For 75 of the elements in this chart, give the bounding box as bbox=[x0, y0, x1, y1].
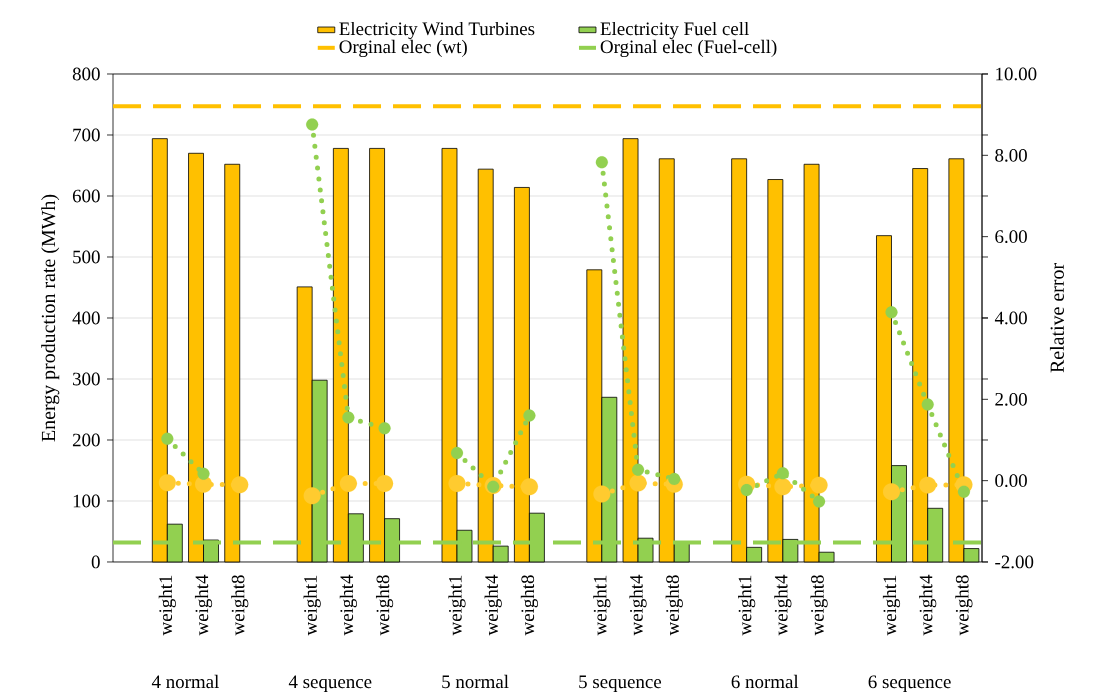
y2-axis-title: Relative error bbox=[1049, 263, 1064, 373]
x-tick-label: weight4 bbox=[629, 574, 647, 636]
point bbox=[231, 476, 249, 494]
x-tick-label: weight4 bbox=[774, 574, 792, 636]
x-tick-label: weight4 bbox=[339, 574, 357, 636]
y-tick-label: 300 bbox=[73, 372, 100, 386]
x-tick-label: weight8 bbox=[520, 575, 539, 636]
point bbox=[376, 474, 394, 493]
y2-tick-label: 10.00 bbox=[996, 67, 1037, 81]
y2-tick-label: 0.00 bbox=[995, 474, 1027, 488]
x-tick-label: weight1 bbox=[448, 575, 466, 636]
y2-tick-label: 6.00 bbox=[995, 230, 1027, 244]
legend-label: Electricity Fuel cell bbox=[600, 21, 749, 40]
point bbox=[158, 474, 176, 492]
legend-label: Orginal elec (wt) bbox=[339, 39, 467, 58]
point bbox=[776, 467, 789, 480]
text: 5 sequence bbox=[579, 675, 662, 693]
text: 4 sequence bbox=[288, 675, 372, 693]
point bbox=[523, 409, 536, 422]
y-tick-label: 800 bbox=[72, 67, 100, 81]
text: 4 normal bbox=[151, 674, 219, 689]
point bbox=[450, 446, 464, 460]
legend-label: Orginal elec (Fuel-cell) bbox=[600, 39, 777, 58]
legend-label: Electricity Wind Turbines bbox=[339, 21, 535, 40]
point bbox=[197, 467, 210, 480]
x-tick-label: weight1 bbox=[158, 575, 176, 636]
point bbox=[631, 463, 645, 476]
point bbox=[378, 422, 391, 435]
text: 6 normal bbox=[731, 674, 799, 689]
y-tick-label: 500 bbox=[73, 250, 100, 264]
x-tick-label: weight8 bbox=[955, 575, 973, 636]
point bbox=[882, 483, 901, 501]
point bbox=[885, 306, 898, 319]
point bbox=[629, 474, 647, 492]
x-tick-label: weight8 bbox=[375, 575, 394, 636]
point bbox=[339, 474, 357, 493]
point bbox=[668, 472, 681, 486]
point bbox=[813, 495, 826, 508]
x-tick-label: weight4 bbox=[484, 574, 502, 636]
point bbox=[161, 432, 174, 445]
y-tick-label: 600 bbox=[72, 189, 100, 203]
point bbox=[774, 478, 792, 496]
x-tick-label: weight1 bbox=[303, 575, 321, 636]
point bbox=[448, 474, 466, 493]
point bbox=[595, 156, 608, 169]
y-axis-title: Energy production rate (MWh) bbox=[41, 194, 60, 442]
x-tick-label: weight4 bbox=[194, 574, 213, 636]
x-tick-label: weight1 bbox=[738, 575, 756, 636]
point bbox=[342, 411, 355, 424]
text: 5 normal bbox=[442, 674, 509, 689]
point bbox=[306, 118, 319, 131]
text: 6 sequence bbox=[868, 675, 951, 693]
y-tick-label: 200 bbox=[72, 433, 100, 447]
y2-tick-label: 4.00 bbox=[994, 311, 1027, 325]
y-tick-label: 0 bbox=[91, 555, 100, 569]
y-tick-label: 400 bbox=[72, 311, 100, 325]
point bbox=[740, 483, 753, 497]
y2-tick-label: -2.00 bbox=[995, 555, 1034, 569]
point bbox=[810, 476, 828, 494]
point bbox=[520, 478, 538, 496]
x-tick-label: weight8 bbox=[665, 575, 683, 636]
y2-tick-label: 2.00 bbox=[995, 392, 1027, 406]
point bbox=[919, 476, 937, 494]
point bbox=[593, 485, 611, 503]
x-tick-label: weight1 bbox=[882, 575, 901, 636]
y-tick-label: 700 bbox=[73, 128, 100, 142]
y-tick-label: 100 bbox=[73, 494, 100, 508]
point bbox=[303, 487, 321, 505]
point bbox=[957, 485, 970, 498]
x-tick-label: weight4 bbox=[919, 574, 937, 636]
x-tick-label: weight8 bbox=[231, 575, 249, 636]
point bbox=[921, 398, 934, 411]
x-tick-label: weight8 bbox=[810, 575, 828, 636]
x-tick-label: weight1 bbox=[593, 575, 611, 636]
y2-tick-label: 8.00 bbox=[995, 148, 1027, 162]
